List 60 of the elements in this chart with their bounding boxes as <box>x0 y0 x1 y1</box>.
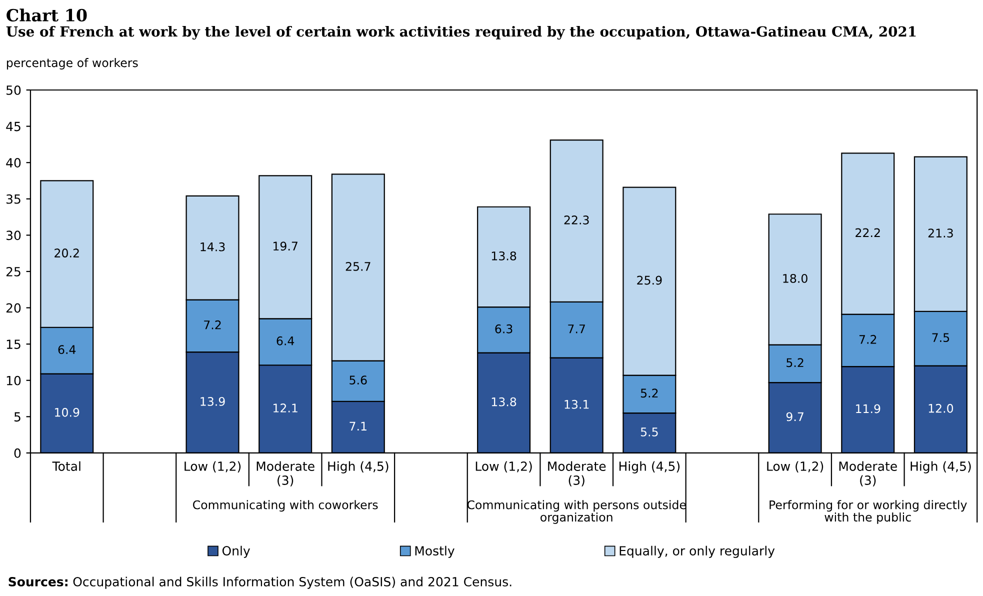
data-label: 20.2 <box>54 248 79 258</box>
x-tick-label: High (4,5) <box>328 461 388 474</box>
x-tick-label: Moderate (3) <box>839 461 897 486</box>
y-tick-label: 30 <box>6 230 21 240</box>
data-label: 12.1 <box>273 404 298 412</box>
y-tick-label: 20 <box>6 303 21 313</box>
chart-subtitle: Use of French at work by the level of certain work activities required by the occupation, Ottawa-Gatineau CMA, 2021 <box>6 26 916 40</box>
data-label: 13.1 <box>564 400 589 409</box>
legend-label: Only <box>222 546 250 558</box>
data-label: 5.6 <box>350 376 367 385</box>
data-label: 11.9 <box>856 404 880 414</box>
data-label: 13.8 <box>492 397 516 406</box>
legend-label: Mostly <box>415 546 454 558</box>
legend-label: Equally, or only regularly <box>620 546 775 558</box>
data-label: 7.5 <box>932 333 950 342</box>
y-tick-label: 5 <box>14 412 20 422</box>
x-tick-label: High (4,5) <box>910 461 971 474</box>
y-tick-label: 40 <box>6 158 21 168</box>
data-label: 18.0 <box>783 274 808 283</box>
y-tick-label: 0 <box>14 448 21 458</box>
text: Communicating with coworkers <box>193 500 378 512</box>
x-tick-label: Low (1,2) <box>184 461 241 472</box>
data-label: 5.2 <box>640 388 658 398</box>
x-tick-label: High (4,5) <box>619 461 680 474</box>
y-tick-label: 10 <box>6 376 21 386</box>
data-label: 13.9 <box>200 397 225 406</box>
x-tick-label: Moderate (3) <box>548 461 606 486</box>
x-tick-label: Low (1,2) <box>476 461 532 472</box>
source-note: Sources: Occupational and Skills Information System (OaSIS) and 2021 Census. <box>8 576 512 589</box>
y-tick-label: 35 <box>6 194 20 204</box>
data-label: 19.7 <box>273 242 298 251</box>
y-axis-title: percentage of workers <box>6 58 138 70</box>
x-tick-label: Total <box>52 461 80 471</box>
data-label: 5.2 <box>786 358 804 368</box>
y-tick-label: 15 <box>6 340 20 349</box>
data-label: 13.8 <box>492 251 516 260</box>
data-label: 6.4 <box>58 345 76 354</box>
x-tick-label: Low (1,2) <box>767 461 824 472</box>
text: Performing for or working directly with the public <box>770 500 967 524</box>
data-label: 12.0 <box>928 404 954 413</box>
data-label: 10.9 <box>55 408 80 417</box>
y-tick-label: 25 <box>6 266 20 276</box>
data-label: 21.3 <box>928 228 953 238</box>
data-label: 7.2 <box>859 334 876 344</box>
data-label: 9.7 <box>786 412 804 422</box>
data-label: 6.4 <box>276 336 294 346</box>
x-tick-label: Moderate (3) <box>256 461 314 486</box>
data-label: 7.2 <box>204 320 221 330</box>
data-label: 7.7 <box>568 324 585 334</box>
data-label: 25.7 <box>346 262 370 271</box>
data-label: 5.5 <box>640 428 658 436</box>
data-label: 22.3 <box>564 216 589 224</box>
data-label: 22.2 <box>856 228 880 237</box>
data-label: 7.1 <box>350 422 366 430</box>
data-label: 14.3 <box>200 242 225 252</box>
data-label: 6.3 <box>495 324 512 334</box>
y-tick-label: 50 <box>6 85 21 95</box>
data-label: 25.9 <box>637 276 662 285</box>
chart-title: Chart 10 <box>6 8 87 22</box>
y-tick-label: 45 <box>6 122 20 132</box>
